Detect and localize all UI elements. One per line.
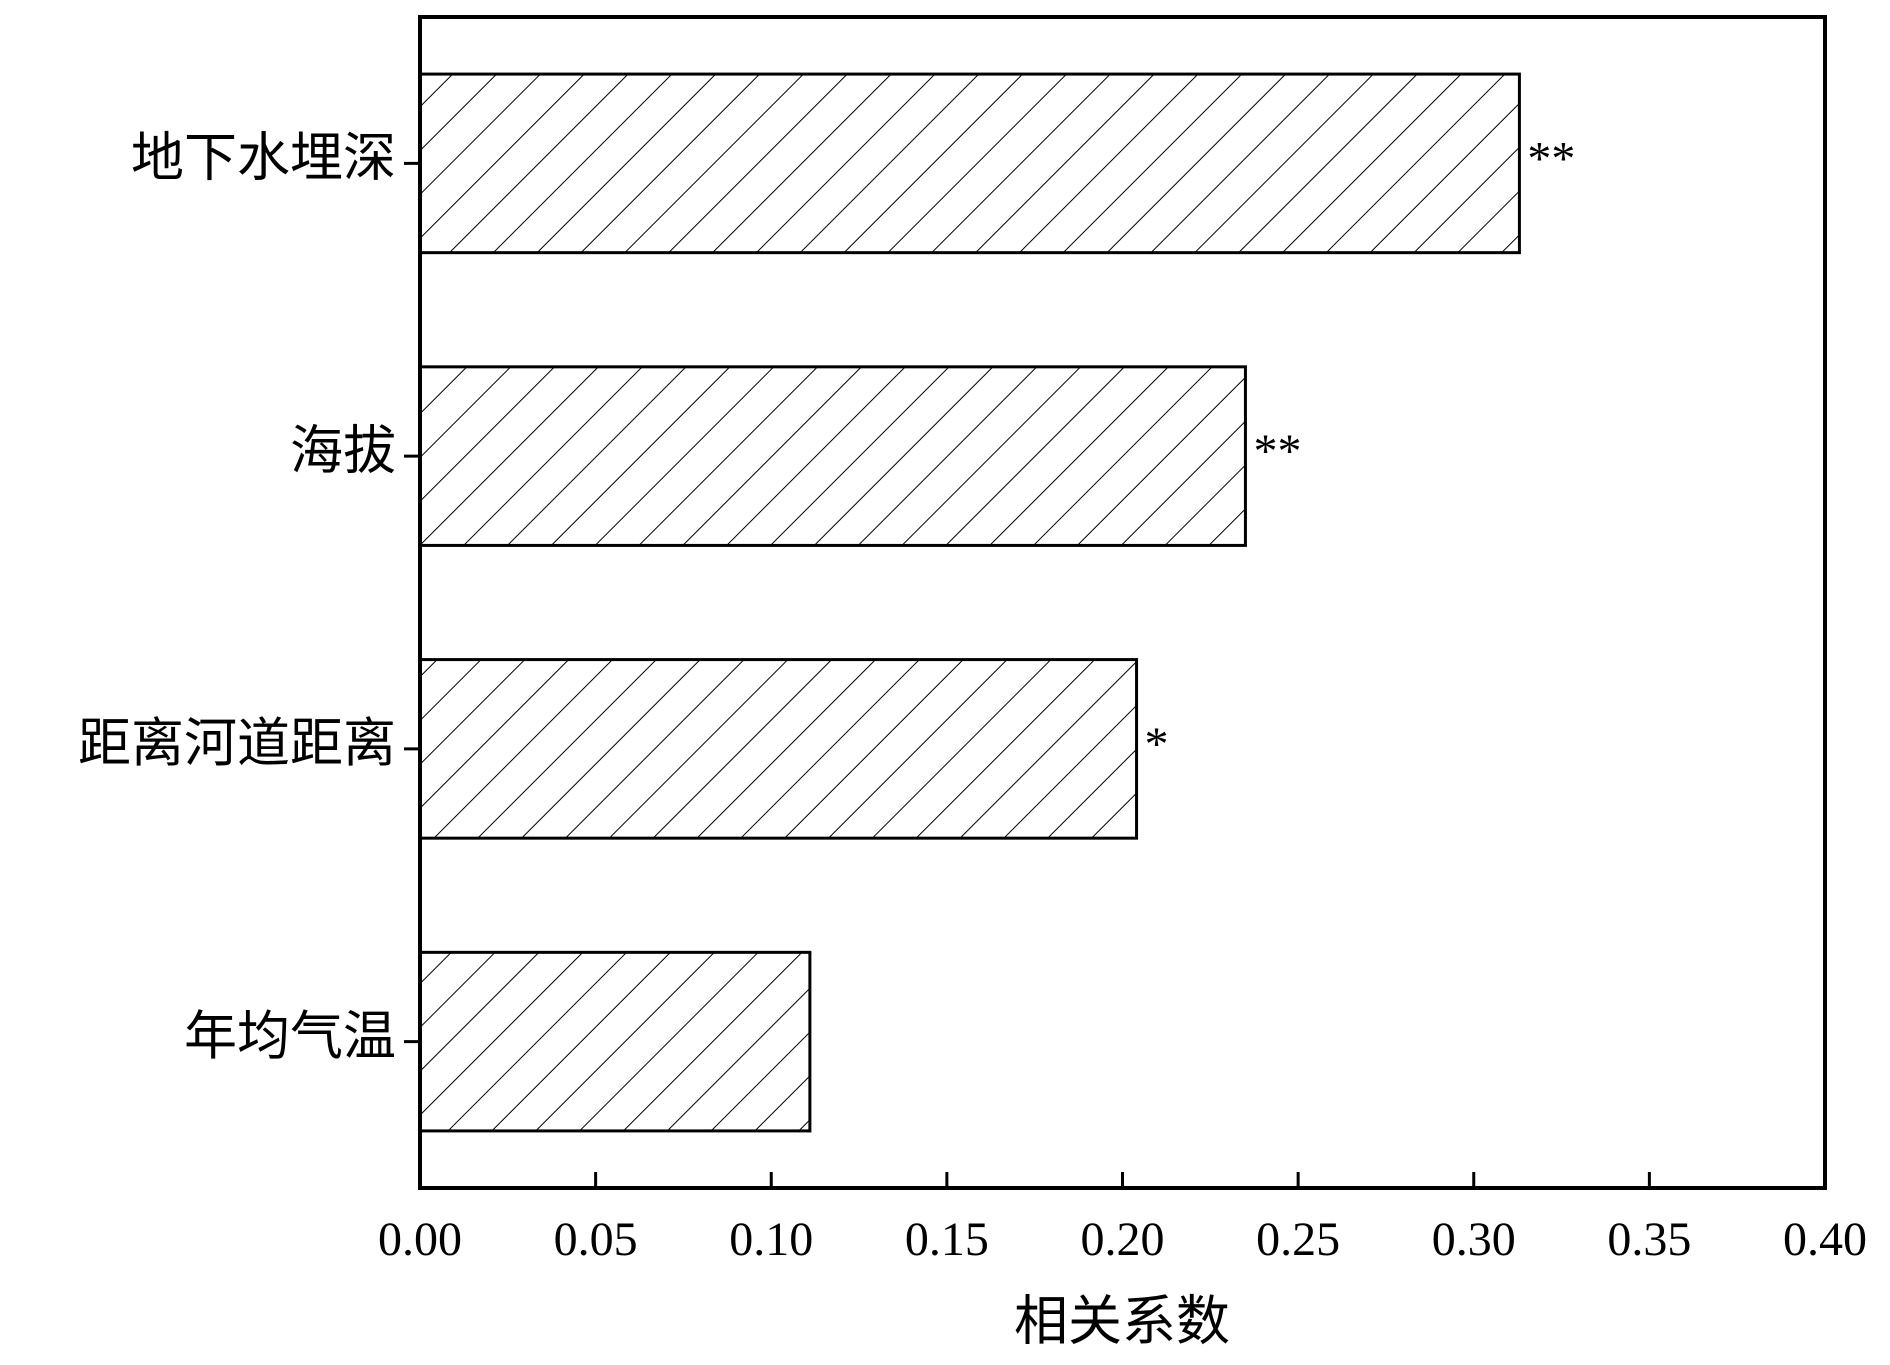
y-tick-label: 距离河道距离: [78, 715, 396, 773]
significance-label: **: [1527, 132, 1575, 185]
significance-label: **: [1253, 425, 1301, 478]
x-tick-label: 0.00: [378, 1213, 462, 1266]
bar: [418, 658, 1139, 840]
x-tick-label: 0.25: [1256, 1213, 1340, 1266]
x-tick-label: 0.15: [905, 1213, 989, 1266]
bar: [418, 72, 1521, 255]
x-tick-label: 0.30: [1432, 1213, 1516, 1266]
significance-label: *: [1145, 718, 1169, 771]
y-tick-label: 地下水埋深: [131, 130, 396, 188]
bar: [418, 950, 812, 1133]
plot-frame: [418, 15, 1827, 1190]
x-tick-label: 0.10: [729, 1213, 813, 1266]
bar: [418, 365, 1247, 547]
x-tick-label: 0.20: [1081, 1213, 1165, 1266]
x-tick-label: 0.40: [1783, 1213, 1867, 1266]
y-tick-label: 年均气温: [184, 1008, 396, 1066]
x-tick-label: 0.35: [1607, 1213, 1691, 1266]
x-tick-label: 0.05: [554, 1213, 638, 1266]
y-tick-label: 海拔: [290, 422, 396, 480]
x-axis-label: 相关系数: [1014, 1291, 1230, 1351]
